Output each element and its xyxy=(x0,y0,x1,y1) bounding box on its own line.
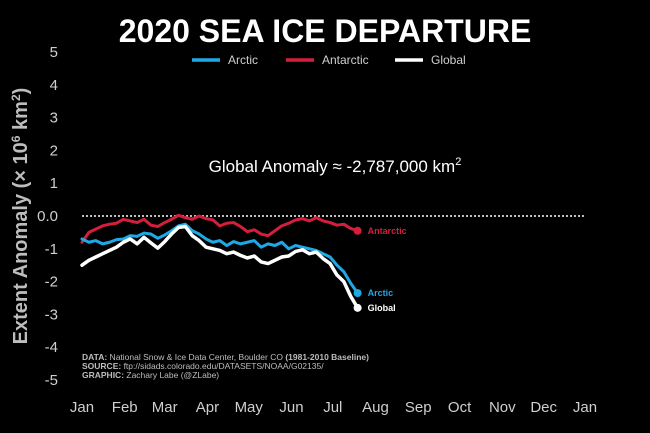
arctic-end-marker xyxy=(353,289,362,298)
global-end-label: Global xyxy=(368,303,396,313)
chart-title: 2020 SEA ICE DEPARTURE xyxy=(119,13,532,49)
antarctic-end-label: Antarctic xyxy=(368,226,407,236)
arctic-end-label: Arctic xyxy=(368,288,394,298)
x-tick-label: Jan xyxy=(70,399,94,416)
y-axis-label-exp: 6 xyxy=(9,135,23,142)
x-tick-label: Jun xyxy=(279,399,303,416)
y-axis-label-unit-exp: 2 xyxy=(9,94,23,101)
global-anomaly-annotation: Global Anomaly ≈ -2,787,000 km2 xyxy=(209,156,462,176)
axes: 5 4 3 2 1 0.0 -1 -2 -3 -4 -5 Jan Feb Mar Apr May Jun Jul A… xyxy=(37,44,597,416)
x-tick-label: Oct xyxy=(448,399,472,416)
y-tick-label: -2 xyxy=(45,274,58,291)
credits: DATA: National Snow & Ice Data Center, B… xyxy=(82,352,369,380)
global-end-marker xyxy=(353,303,362,312)
series-group: Antarctic Arctic Global xyxy=(80,213,407,313)
x-tick-label: Mar xyxy=(152,399,178,416)
x-tick-label: Apr xyxy=(196,399,219,416)
antarctic-line xyxy=(80,213,360,244)
x-tick-label: Jan xyxy=(573,399,597,416)
x-tick-label: Sep xyxy=(405,399,432,416)
credit-line: SOURCE: ftp://sidads.colorado.edu/DATASE… xyxy=(82,361,324,371)
y-tick-label: -4 xyxy=(45,339,58,356)
x-tick-label: Aug xyxy=(362,399,389,416)
x-tick-label: Dec xyxy=(530,399,557,416)
annotation-exp: 2 xyxy=(455,156,461,168)
arctic-line xyxy=(80,222,360,295)
credit-line: GRAPHIC: Zachary Labe (@ZLabe) xyxy=(82,370,219,380)
y-tick-label: 4 xyxy=(50,77,58,94)
x-tick-label: Feb xyxy=(112,399,138,416)
y-axis-label-unit: km xyxy=(10,101,32,135)
global-line xyxy=(80,224,360,310)
y-tick-label: 0.0 xyxy=(37,208,58,225)
y-tick-label: 3 xyxy=(50,110,58,127)
x-tick-label: Nov xyxy=(489,399,516,416)
legend: Arctic Antarctic Global xyxy=(192,53,466,67)
y-tick-label: -1 xyxy=(45,241,58,258)
y-tick-label: 1 xyxy=(50,175,58,192)
y-tick-label: -5 xyxy=(45,372,58,389)
legend-label-antarctic: Antarctic xyxy=(322,53,369,67)
y-axis-label-close: ) xyxy=(10,88,32,95)
legend-label-global: Global xyxy=(431,53,466,67)
y-axis-label: Extent Anomaly (× 106 km2) xyxy=(9,88,32,345)
legend-label-arctic: Arctic xyxy=(228,53,258,67)
y-tick-label: 2 xyxy=(50,142,58,159)
y-axis-label-main: Extent Anomaly (× 10 xyxy=(10,142,32,344)
y-tick-label: 5 xyxy=(50,44,58,61)
annotation-text: Global Anomaly ≈ -2,787,000 km xyxy=(209,157,456,176)
antarctic-end-marker xyxy=(353,226,362,235)
y-tick-label: -3 xyxy=(45,306,58,323)
credit-line: DATA: National Snow & Ice Data Center, B… xyxy=(82,352,369,362)
x-tick-label: May xyxy=(235,399,264,416)
x-tick-label: Jul xyxy=(323,399,342,416)
